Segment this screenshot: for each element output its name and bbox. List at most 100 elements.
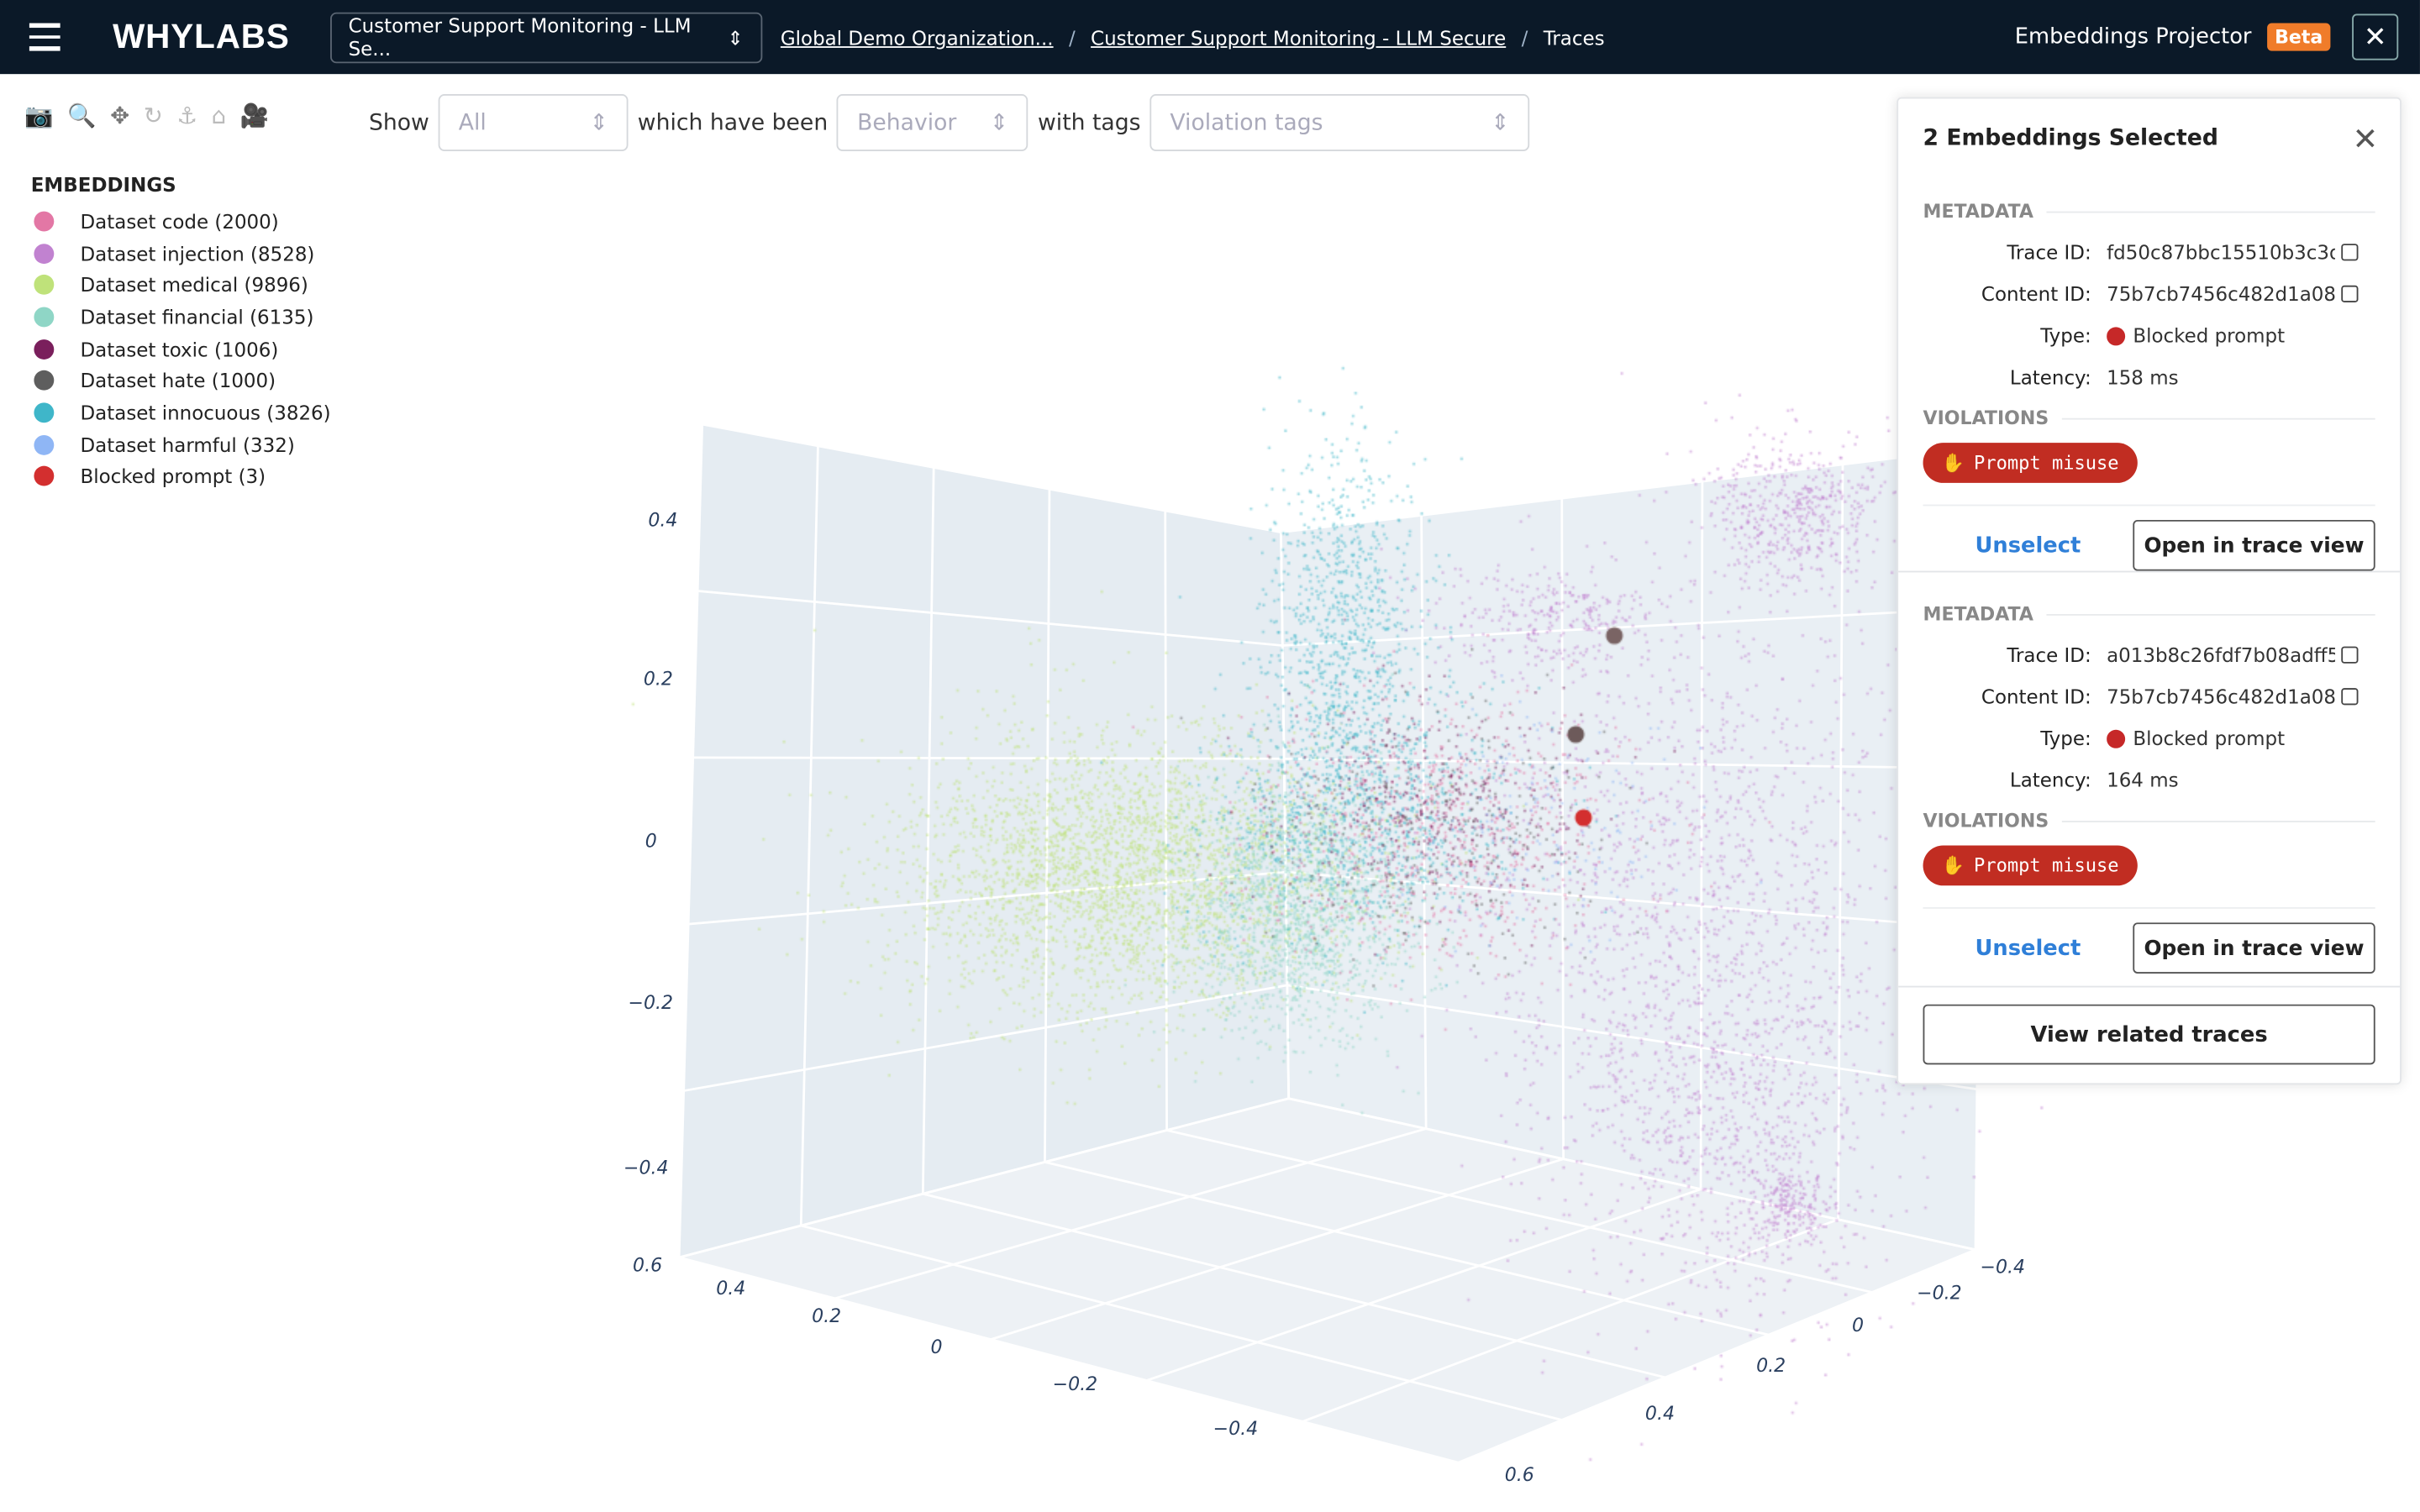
behavior-select[interactable]: Behavior ⇕ xyxy=(837,94,1028,151)
copy-icon[interactable] xyxy=(2341,688,2359,706)
chevron-updown-icon: ⇕ xyxy=(989,110,1009,135)
open-trace-view-button[interactable]: Open in trace view xyxy=(2133,922,2375,974)
type-dot-icon xyxy=(2107,327,2126,346)
type-label: Type: xyxy=(2040,727,2091,750)
copy-icon[interactable] xyxy=(2341,285,2359,302)
violation-tags-select[interactable]: Violation tags ⇕ xyxy=(1150,94,1530,151)
legend-dot xyxy=(34,211,55,232)
violations-title: VIOLATIONS xyxy=(1923,407,2375,429)
home-icon[interactable]: ⌂ xyxy=(211,102,227,130)
legend-item[interactable]: Blocked prompt (3) xyxy=(31,460,331,492)
divider xyxy=(1898,570,2401,573)
violation-badge: ✋ Prompt misuse xyxy=(1923,443,2138,483)
show-value: All xyxy=(458,110,487,135)
plot-toolbar: 📷 🔍 ✥ ↻ ⚓ ⌂ 🎥 xyxy=(24,102,269,129)
page-title: Embeddings Projector xyxy=(2014,24,2252,50)
unselect-button[interactable]: Unselect xyxy=(1975,935,2081,961)
turntable-icon[interactable]: ⚓ xyxy=(176,102,198,130)
selection-card: METADATA Trace ID: a013b8c26fdf7b08adff5.… xyxy=(1923,603,2375,974)
view-related-traces-button[interactable]: View related traces xyxy=(1923,1004,2375,1065)
camera-icon[interactable]: 📷 xyxy=(24,102,54,130)
legend-label: Dataset injection (8528) xyxy=(80,241,315,265)
chevron-updown-icon: ⇕ xyxy=(727,25,744,49)
hand-icon: ✋ xyxy=(1941,854,1965,877)
legend-label: Dataset toxic (1006) xyxy=(80,337,279,361)
behavior-label: which have been xyxy=(637,110,829,135)
trace-id-label: Trace ID: xyxy=(2007,240,2091,265)
copy-icon[interactable] xyxy=(2341,646,2359,664)
legend-item[interactable]: Dataset medical (9896) xyxy=(31,269,331,301)
legend-label: Dataset financial (6135) xyxy=(80,305,314,329)
legend-item[interactable]: Dataset toxic (1006) xyxy=(31,333,331,365)
legend-dot xyxy=(34,402,55,423)
model-select[interactable]: Customer Support Monitoring - LLM Se... ⇕ xyxy=(329,11,762,63)
latency-value: 158 ms xyxy=(2107,365,2179,389)
type-label: Type: xyxy=(2040,323,2091,348)
whylabs-logo[interactable]: WHYLABS xyxy=(113,17,290,56)
latency-label: Latency: xyxy=(2009,768,2091,792)
violation-label: Prompt misuse xyxy=(1974,854,2119,877)
type-value: Blocked prompt xyxy=(2133,323,2286,348)
unselect-button[interactable]: Unselect xyxy=(1975,533,2081,558)
selection-panel: 2 Embeddings Selected ✕ METADATA Trace I… xyxy=(1897,97,2402,1085)
tags-label: with tags xyxy=(1038,110,1141,135)
show-select[interactable]: All ⇕ xyxy=(438,94,629,151)
breadcrumb-model[interactable]: Customer Support Monitoring - LLM Secure xyxy=(1091,25,1507,49)
zoom-icon[interactable]: 🔍 xyxy=(67,102,97,130)
legend-dot xyxy=(34,307,55,328)
model-select-value: Customer Support Monitoring - LLM Se... xyxy=(348,13,692,60)
legend-label: Dataset innocuous (3826) xyxy=(80,401,331,425)
metadata-title: METADATA xyxy=(1923,201,2375,223)
video-camera-icon[interactable]: 🎥 xyxy=(239,102,269,130)
legend-dot xyxy=(34,275,55,296)
hand-icon: ✋ xyxy=(1941,452,1965,474)
legend-dot xyxy=(34,243,55,264)
pan-icon[interactable]: ✥ xyxy=(110,102,130,130)
filters: Show All ⇕ which have been Behavior ⇕ with… xyxy=(369,94,1530,151)
latency-value: 164 ms xyxy=(2107,768,2179,792)
breadcrumb-org[interactable]: Global Demo Organization... xyxy=(780,25,1054,49)
metadata-title: METADATA xyxy=(1923,603,2375,625)
menu-icon[interactable] xyxy=(29,24,60,51)
legend-label: Blocked prompt (3) xyxy=(80,465,266,489)
latency-label: Latency: xyxy=(2009,365,2091,389)
violation-badge: ✋ Prompt misuse xyxy=(1923,845,2138,886)
legend-dot xyxy=(34,370,55,391)
content-id-label: Content ID: xyxy=(1981,282,2091,306)
breadcrumb: Global Demo Organization... / Customer Su… xyxy=(780,25,1605,49)
open-trace-view-button[interactable]: Open in trace view xyxy=(2133,519,2375,571)
legend-item[interactable]: Dataset injection (8528) xyxy=(31,237,331,269)
close-icon[interactable]: ✕ xyxy=(2352,120,2379,158)
embeddings-legend: EMBEDDINGS Dataset code (2000) Dataset in… xyxy=(30,172,331,493)
selection-card: METADATA Trace ID: fd50c87bbc15510b3c3d..… xyxy=(1923,201,2375,571)
legend-item[interactable]: Dataset harmful (332) xyxy=(31,428,331,460)
legend-title: EMBEDDINGS xyxy=(30,172,176,197)
trace-id-value: fd50c87bbc15510b3c3d... xyxy=(2107,240,2335,265)
legend-item[interactable]: Dataset hate (1000) xyxy=(31,365,331,396)
behavior-placeholder: Behavior xyxy=(857,110,957,135)
orbit-icon[interactable]: ↻ xyxy=(143,102,163,130)
top-bar: WHYLABS Customer Support Monitoring - LL… xyxy=(0,0,2420,75)
type-dot-icon xyxy=(2107,729,2126,748)
legend-item[interactable]: Dataset code (2000) xyxy=(31,205,331,237)
violations-title: VIOLATIONS xyxy=(1923,810,2375,832)
tags-placeholder: Violation tags xyxy=(1170,110,1323,135)
legend-dot xyxy=(34,466,55,487)
legend-dot xyxy=(34,339,55,360)
trace-id-value: a013b8c26fdf7b08adff5... xyxy=(2107,643,2335,667)
legend-label: Dataset code (2000) xyxy=(80,209,279,234)
legend-label: Dataset medical (9896) xyxy=(80,273,308,297)
type-value: Blocked prompt xyxy=(2133,727,2286,750)
chevron-updown-icon: ⇕ xyxy=(1491,110,1510,135)
legend-label: Dataset hate (1000) xyxy=(80,369,276,393)
copy-icon[interactable] xyxy=(2341,244,2359,261)
violation-label: Prompt misuse xyxy=(1974,452,2119,474)
chevron-updown-icon: ⇕ xyxy=(589,110,608,135)
content-id-value: 75b7cb7456c482d1a08... xyxy=(2107,282,2335,306)
legend-label: Dataset harmful (332) xyxy=(80,433,295,457)
content-id-label: Content ID: xyxy=(1981,685,2091,709)
breadcrumb-traces: Traces xyxy=(1543,25,1605,49)
close-projector-button[interactable]: ✕ xyxy=(2352,13,2399,60)
legend-item[interactable]: Dataset financial (6135) xyxy=(31,301,331,333)
legend-item[interactable]: Dataset innocuous (3826) xyxy=(31,396,331,428)
